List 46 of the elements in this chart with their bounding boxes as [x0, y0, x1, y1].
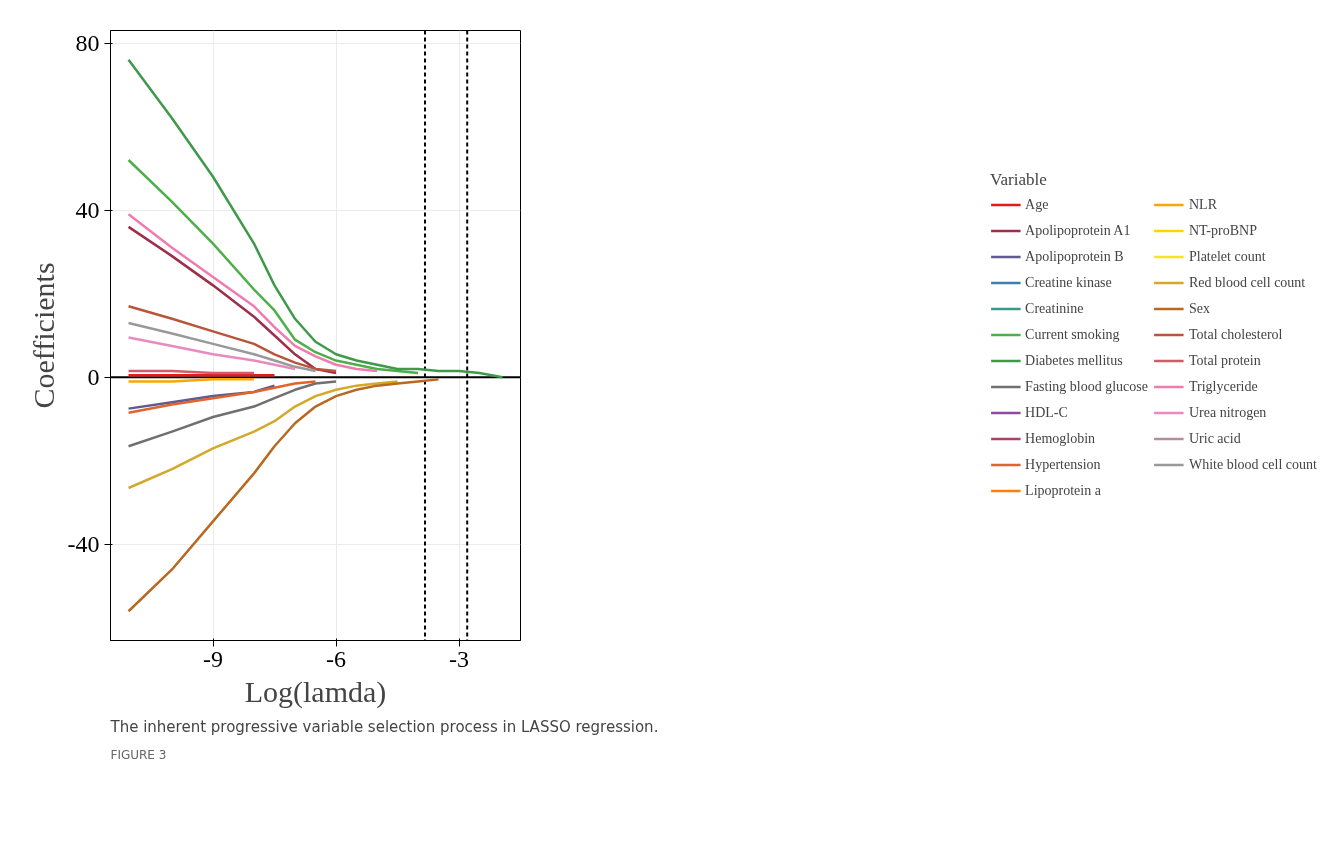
legend-label: Fasting blood glucose: [1025, 377, 1148, 396]
line-series: [127, 305, 338, 373]
x-tick-label: -6: [326, 645, 346, 672]
line-series: [127, 380, 317, 415]
x-axis-title: Log(lamda): [244, 674, 387, 709]
line-series: [127, 336, 297, 371]
line-series: [127, 225, 338, 375]
legend-label: NLR: [1188, 195, 1217, 214]
y-axis-title: Coefficients: [26, 262, 60, 409]
legend-label: White blood cell count: [1188, 455, 1317, 474]
legend-label: NT-proBNP: [1188, 221, 1257, 240]
legend-label: Lipoprotein a: [1025, 481, 1101, 500]
legend-label: Total cholesterol: [1188, 325, 1283, 344]
y-tick-label: -40: [67, 530, 100, 557]
legend-label: Red blood cell count: [1188, 273, 1306, 292]
line-series: [127, 158, 420, 375]
line-series: [127, 378, 440, 613]
legend-label: Creatinine: [1025, 299, 1084, 318]
legend-label: Hemoglobin: [1025, 429, 1096, 448]
legend-label: Diabetes mellitus: [1025, 351, 1123, 370]
legend-label: Total protein: [1188, 351, 1261, 370]
legend-label: Triglyceride: [1188, 377, 1258, 396]
line-series: [127, 213, 379, 373]
legend-label: Current smoking: [1025, 325, 1120, 344]
line-series: [127, 380, 338, 448]
line-series: [127, 58, 504, 379]
x-tick-label: -9: [203, 645, 223, 672]
legend-label: Apolipoprotein B: [1025, 247, 1124, 266]
x-tick-label: -3: [449, 645, 469, 672]
legend-label: HDL-C: [1025, 403, 1068, 422]
legend-label: Sex: [1188, 299, 1210, 318]
legend-label: Age: [1025, 195, 1049, 214]
text: The inherent progressive variable selection process in LASSO regression.: [109, 717, 659, 736]
legend-label: Uric acid: [1188, 429, 1241, 448]
legend-label: Urea nitrogen: [1188, 403, 1267, 422]
line-series: [127, 380, 399, 490]
y-tick-label: 0: [87, 363, 100, 390]
legend-label: Apolipoprotein A1: [1025, 221, 1131, 240]
legend-label: Hypertension: [1025, 455, 1101, 474]
legend-label: Creatine kinase: [1025, 273, 1112, 292]
legend-label: Platelet count: [1188, 247, 1266, 266]
caption: FIGURE 3: [110, 747, 167, 762]
y-tick-label: 40: [75, 196, 100, 223]
y-tick-label: 80: [75, 29, 100, 56]
legend-title: Variable: [990, 169, 1048, 190]
line-series: [127, 321, 317, 373]
